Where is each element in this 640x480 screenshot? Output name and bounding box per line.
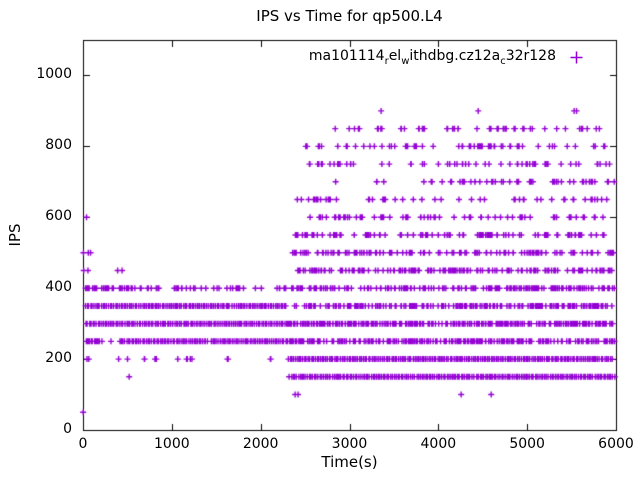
legend-series-label: ma101114relwithdbg.cz12ac32r128 [309, 48, 556, 67]
legend-text-segment: el [388, 48, 402, 64]
legend-text-segment: ma101114 [308, 48, 385, 64]
y-tick-label: 200 [45, 350, 72, 367]
x-tick-label: 2000 [242, 436, 279, 452]
y-tick-label: 1000 [36, 66, 72, 83]
chart-title: IPS vs Time for qp500.L4 [256, 7, 443, 25]
plus-marker-icon [570, 51, 583, 64]
legend-text-segment: ithdbg.cz12a [409, 48, 501, 64]
y-tick-label: 800 [45, 137, 72, 154]
y-tick-label: 600 [45, 208, 72, 225]
x-tick-label: 3000 [331, 436, 368, 452]
x-tick-label: 1000 [154, 436, 190, 452]
legend-subscript: c [500, 56, 506, 67]
legend-subscript: r [384, 56, 389, 67]
x-tick-label: 0 [78, 436, 88, 452]
x-tick-label: 5000 [509, 436, 545, 452]
legend-subscript: w [401, 56, 410, 67]
y-axis-label: IPS [6, 223, 24, 247]
y-tick-label: 400 [45, 279, 72, 296]
y-tick-label: 0 [63, 421, 72, 437]
legend: ma101114relwithdbg.cz12ac32r128 [309, 48, 583, 67]
x-tick-label: 6000 [598, 436, 634, 452]
x-tick-label: 4000 [420, 436, 457, 452]
legend-text-segment: 32r128 [505, 48, 556, 64]
x-axis-label: Time(s) [321, 453, 378, 471]
